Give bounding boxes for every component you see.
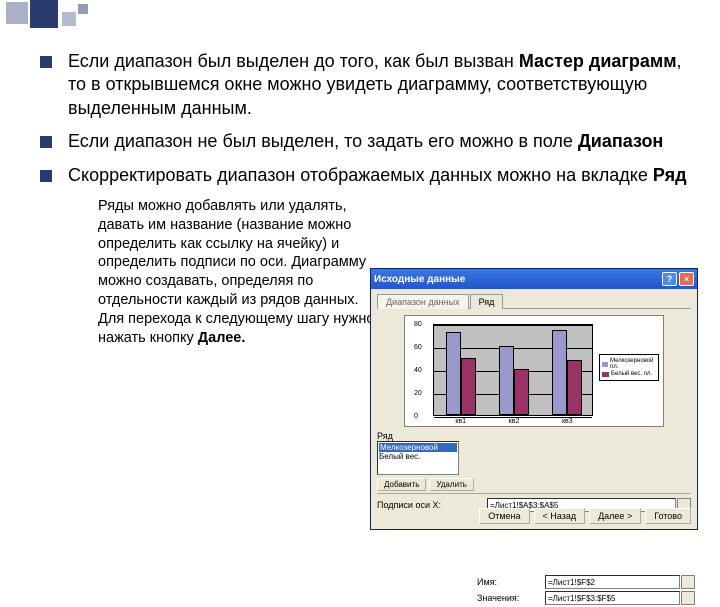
form-area: Ряд Мелкозерновой Белый вес. Добавить Уд… — [377, 431, 691, 491]
delete-button[interactable]: Удалить — [429, 478, 474, 491]
corner-decoration — [0, 0, 120, 50]
series-label: Ряд — [377, 431, 474, 441]
bullet-text-pre: Если диапазон не был выделен, то задать … — [68, 131, 578, 151]
legend-label: Белый вес. пл. — [611, 371, 652, 377]
help-button[interactable]: ? — [662, 272, 677, 286]
chart-plot: 020406080кв1кв2кв3 — [433, 324, 593, 416]
bullet-list: Если диапазон был выделен до того, как б… — [40, 50, 700, 187]
cancel-button[interactable]: Отмена — [479, 508, 529, 524]
bullet-text-bold: Мастер диаграмм — [519, 51, 677, 71]
finish-button[interactable]: Готово — [645, 508, 691, 524]
series-listbox[interactable]: Мелкозерновой Белый вес. — [377, 441, 459, 475]
dialog-title: Исходные данные — [374, 274, 465, 285]
chart-legend: Мелкозерновой пл. Белый вес. пл. — [599, 354, 659, 381]
next-button[interactable]: Далее > — [589, 508, 641, 524]
subtext-pre: Ряды можно добавлять или удалять, давать… — [98, 198, 374, 346]
name-value: =Лист1!$F$2 — [548, 578, 595, 587]
close-button[interactable]: × — [679, 272, 694, 286]
subtext-bold: Далее. — [198, 330, 246, 346]
values-label: Значения: — [477, 593, 545, 603]
bullet-item: Скорректировать диапазон отображаемых да… — [40, 164, 700, 187]
dialog-buttons: Отмена < Назад Далее > Готово — [479, 508, 691, 524]
ref-button[interactable] — [681, 591, 695, 605]
name-label: Имя: — [477, 577, 545, 587]
list-item[interactable]: Белый вес. — [379, 452, 457, 461]
ref-button[interactable] — [681, 575, 695, 589]
chart-preview: 020406080кв1кв2кв3 Мелкозерновой пл. Бел… — [404, 315, 664, 427]
tabs: Диапазон данных Ряд — [377, 293, 691, 309]
tab-range[interactable]: Диапазон данных — [377, 294, 469, 309]
bullet-text-pre: Если диапазон был выделен до того, как б… — [68, 51, 519, 71]
bullet-text-pre: Скорректировать диапазон отображаемых да… — [68, 165, 653, 185]
legend-label: Мелкозерновой пл. — [610, 358, 656, 370]
dialog-window: Исходные данные ? × Диапазон данных Ряд … — [370, 268, 698, 530]
sub-paragraph: Ряды можно добавлять или удалять, давать… — [98, 197, 378, 348]
add-button[interactable]: Добавить — [377, 478, 426, 491]
bullet-item: Если диапазон не был выделен, то задать … — [40, 130, 700, 153]
bullet-text-bold: Диапазон — [578, 131, 663, 151]
name-field[interactable]: =Лист1!$F$2 — [545, 575, 680, 589]
values-value: =Лист1!$F$3:$F$5 — [548, 594, 615, 603]
bullet-text-bold: Ряд — [653, 165, 687, 185]
xlabels-label: Подписи оси X: — [377, 500, 487, 510]
titlebar: Исходные данные ? × — [371, 269, 697, 289]
values-field[interactable]: =Лист1!$F$3:$F$5 — [545, 591, 680, 605]
help-icon: ? — [667, 274, 673, 284]
close-icon: × — [684, 274, 689, 284]
separator — [377, 493, 691, 494]
tab-series[interactable]: Ряд — [470, 294, 504, 309]
bullet-item: Если диапазон был выделен до того, как б… — [40, 50, 700, 120]
list-item[interactable]: Мелкозерновой — [379, 443, 457, 452]
back-button[interactable]: < Назад — [534, 508, 586, 524]
